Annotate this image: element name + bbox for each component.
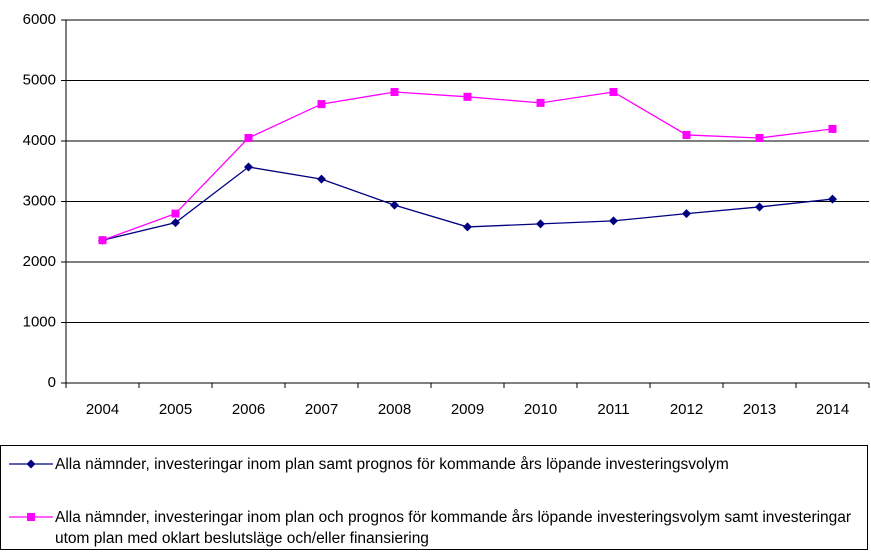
marker — [27, 513, 35, 521]
legend-entry: Alla nämnder, investeringar inom plan sa… — [7, 454, 867, 475]
marker — [609, 87, 618, 96]
marker — [317, 174, 326, 184]
x-tick-label: 2004 — [86, 401, 119, 418]
legend-label: Alla nämnder, investeringar inom plan sa… — [55, 456, 729, 473]
y-tick-label: 4000 — [23, 132, 56, 149]
legend-label: Alla nämnder, investeringar inom plan oc… — [55, 509, 852, 547]
marker — [317, 100, 326, 109]
marker — [390, 200, 399, 210]
legend: Alla nämnder, investeringar inom plan sa… — [0, 445, 868, 550]
marker — [26, 459, 36, 469]
marker — [244, 162, 253, 172]
marker — [682, 209, 691, 219]
x-tick-label: 2010 — [524, 401, 557, 418]
marker — [171, 218, 180, 228]
marker — [755, 133, 764, 142]
x-tick-label: 2006 — [232, 401, 265, 418]
marker — [463, 222, 472, 232]
marker — [682, 130, 691, 139]
chart: 0 1000 2000 3000 4000 5000 6000 2004 2005 2006 200… — [23, 11, 870, 418]
legend-icon — [9, 513, 53, 521]
x-tick-label: 2008 — [378, 401, 411, 418]
series-line — [102, 91, 833, 241]
marker — [390, 87, 399, 96]
x-tick-label: 2005 — [159, 401, 192, 418]
x-tick-label: 2014 — [816, 401, 849, 418]
marker — [828, 124, 837, 133]
marker — [536, 219, 545, 229]
y-tick-label: 5000 — [23, 71, 56, 88]
x-tick-label: 2007 — [305, 401, 338, 418]
y-tick-label: 0 — [48, 374, 56, 391]
marker — [609, 216, 618, 226]
marker — [171, 209, 180, 218]
marker — [98, 236, 107, 245]
marker — [244, 133, 253, 142]
marker — [536, 98, 545, 107]
y-tick-label: 1000 — [23, 313, 56, 330]
marker — [828, 194, 837, 204]
x-tick-label: 2009 — [451, 401, 484, 418]
legend-icon — [9, 459, 53, 469]
marker — [463, 92, 472, 101]
y-tick-label: 3000 — [23, 192, 56, 209]
marker — [755, 202, 764, 212]
y-tick-label: 6000 — [23, 11, 56, 28]
legend-entry: Alla nämnder, investeringar inom plan oc… — [7, 507, 867, 549]
x-tick-label: 2013 — [743, 401, 776, 418]
x-tick-label: 2011 — [597, 401, 629, 418]
y-tick-label: 2000 — [23, 253, 56, 270]
x-tick-label: 2012 — [670, 401, 703, 418]
